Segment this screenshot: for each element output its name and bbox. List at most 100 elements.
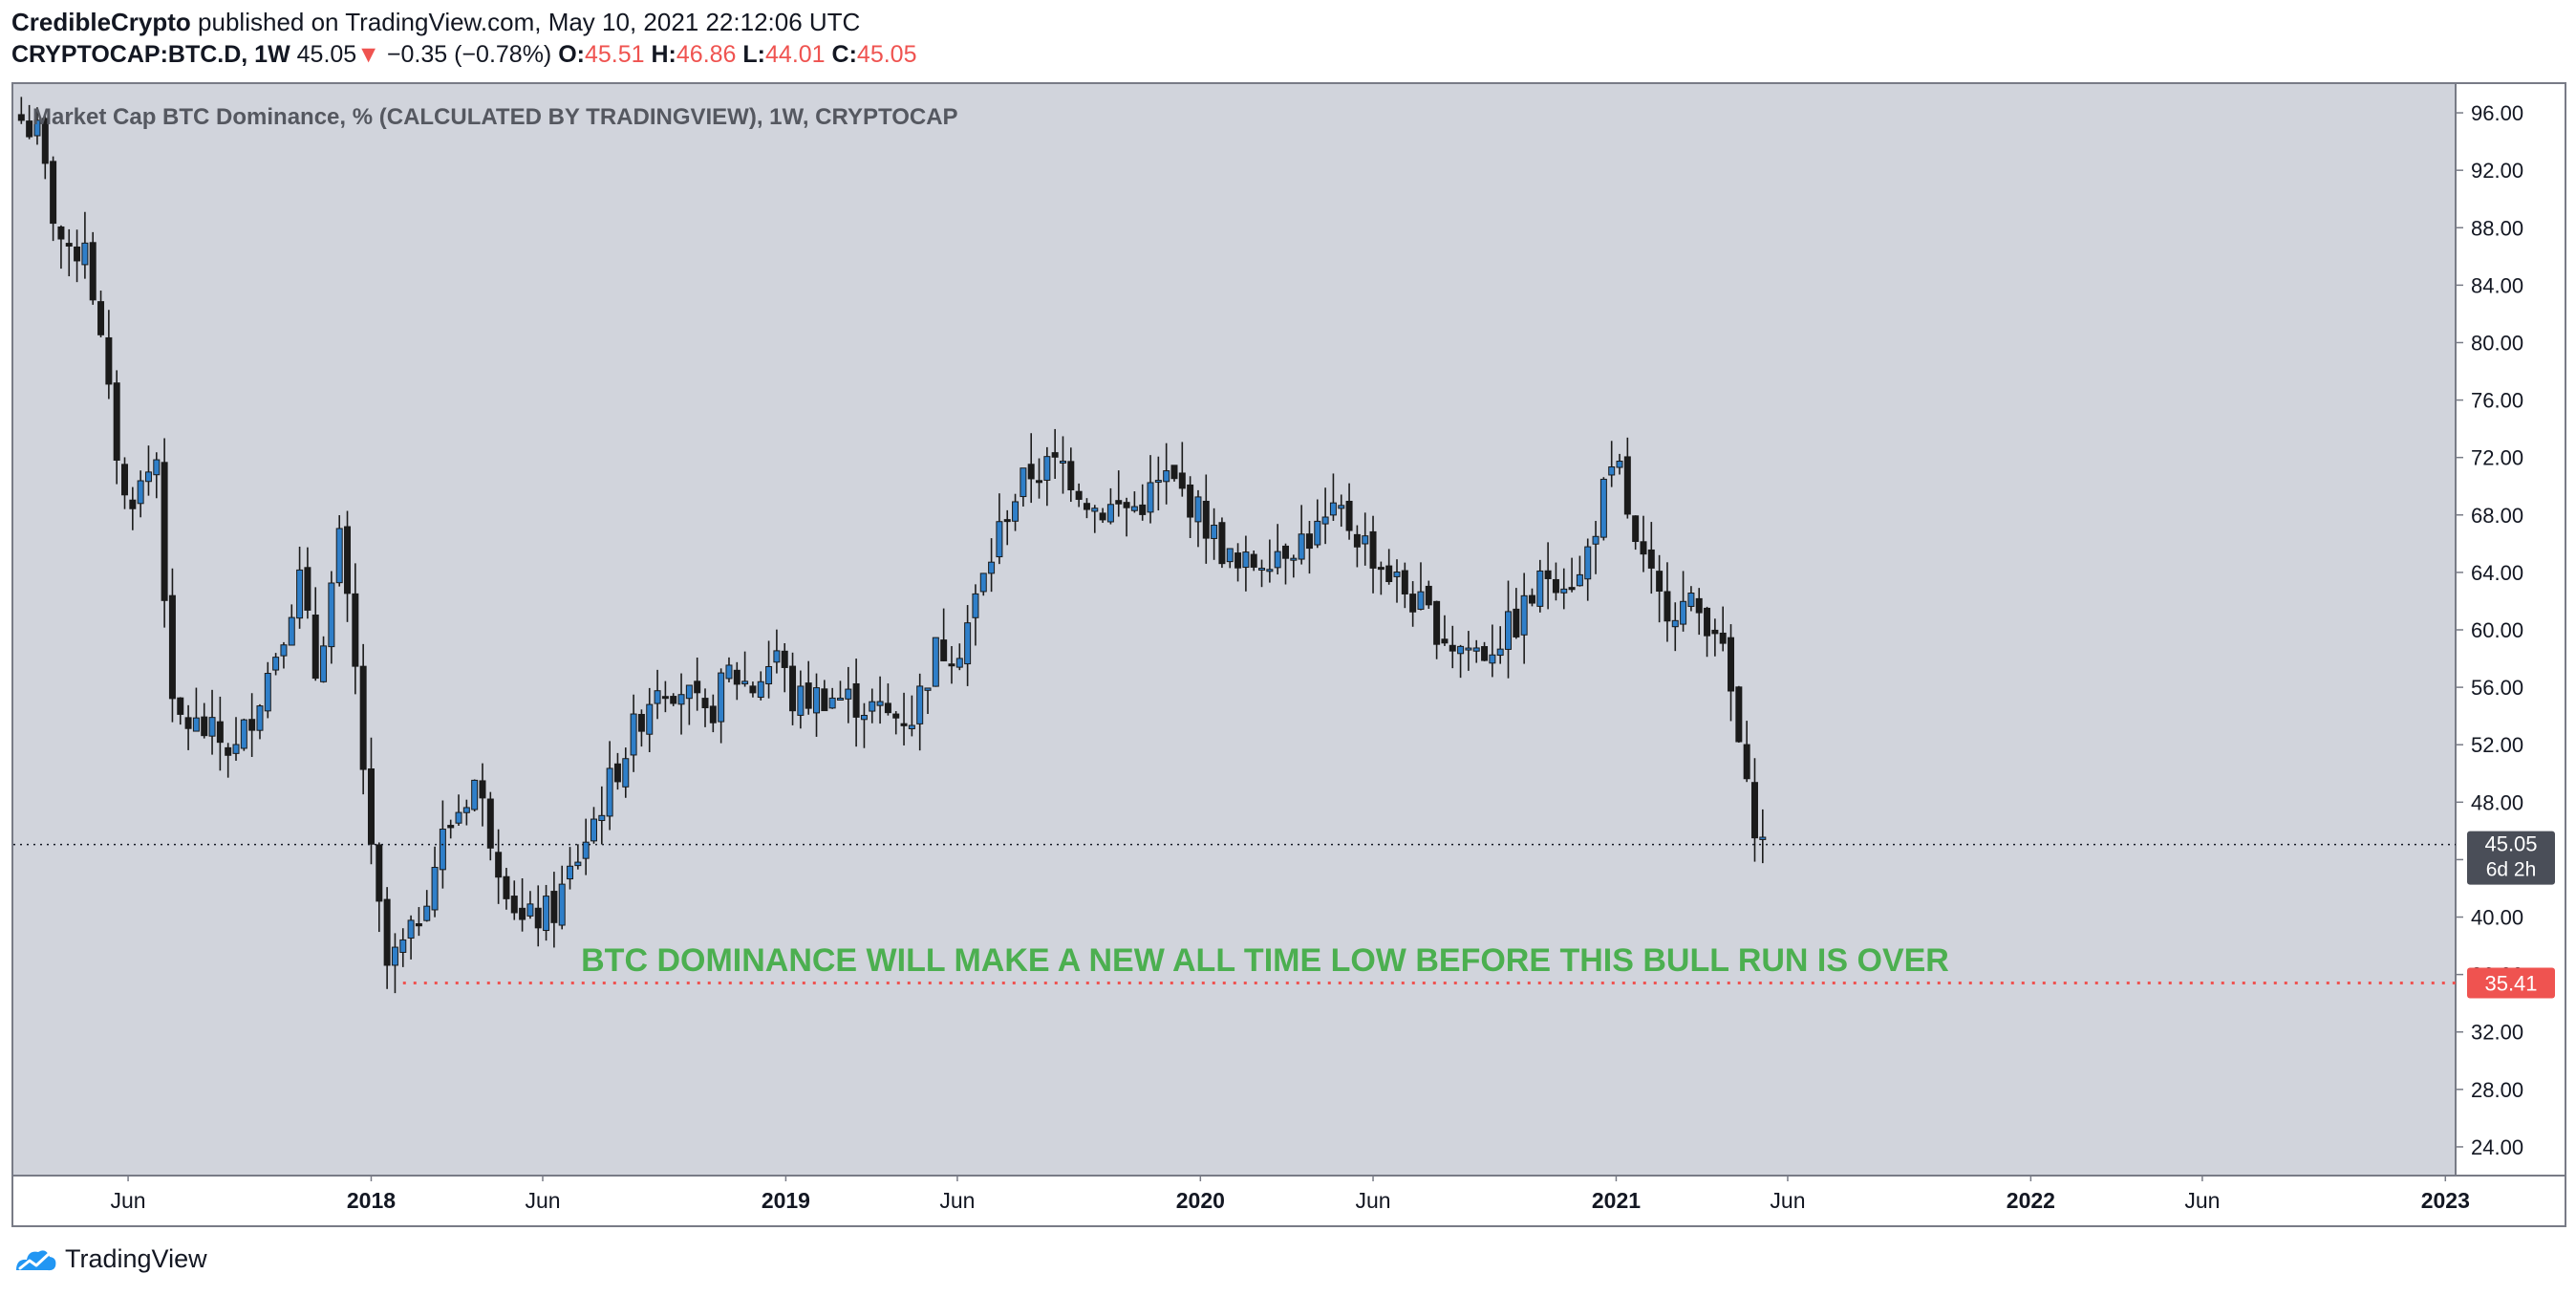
high-value: 46.86: [676, 41, 737, 68]
candle-body: [168, 594, 176, 700]
candle-body: [1059, 460, 1066, 464]
author-name[interactable]: CredibleCrypto: [11, 8, 191, 36]
candle-body: [57, 226, 65, 240]
candle-body: [1202, 500, 1210, 539]
candle-body: [17, 114, 25, 121]
x-tick-label: Jun: [525, 1188, 560, 1213]
chart-container[interactable]: 96.00 92.00 88.00 84.00 80.00 76.00 72.00 68.00…: [11, 82, 2566, 1227]
candle-body: [225, 746, 232, 756]
candle-body: [519, 907, 526, 920]
candle-body: [415, 923, 422, 927]
candle-body: [1664, 591, 1671, 622]
candle-body: [1377, 567, 1385, 571]
candle-body: [1401, 570, 1408, 594]
x-tick-label: Jun: [1355, 1188, 1390, 1213]
candle-body: [208, 717, 216, 737]
candle-body: [1130, 506, 1138, 511]
price-chart[interactable]: 96.00 92.00 88.00 84.00 80.00 76.00 72.00 68.00…: [13, 84, 2565, 1225]
candle-body: [383, 898, 391, 966]
symbol-label[interactable]: CRYPTOCAP:BTC.D, 1W: [11, 41, 290, 68]
candle-body: [1465, 647, 1472, 651]
candle-body: [1003, 519, 1011, 523]
high-label: H:: [651, 41, 676, 68]
candle-body: [1234, 552, 1242, 569]
candle-body: [1568, 587, 1576, 591]
candle-body: [431, 867, 439, 911]
candle-body: [869, 701, 876, 712]
candle-body: [996, 521, 1003, 558]
candle-body: [1608, 466, 1616, 476]
candle-body: [1599, 478, 1607, 538]
x-tick-label: 2022: [2007, 1188, 2055, 1213]
candle-body: [1623, 456, 1631, 515]
candle-body: [335, 528, 343, 584]
candle-body: [630, 713, 637, 756]
tradingview-cloud-icon: [16, 1249, 56, 1270]
y-tick-label: 52.00: [2471, 733, 2523, 757]
tradingview-logo[interactable]: TradingView: [13, 1244, 207, 1274]
candle-body: [622, 758, 630, 788]
candle-body: [97, 301, 105, 335]
down-arrow-icon: ▼: [356, 41, 380, 68]
plot-area[interactable]: [13, 84, 2456, 1176]
candle-body: [646, 703, 654, 735]
candle-body: [670, 696, 677, 704]
candle-body: [359, 665, 367, 770]
candle-body: [264, 673, 271, 712]
candle-body: [256, 705, 264, 731]
candle-body: [1457, 645, 1465, 655]
candle-body: [1528, 594, 1535, 604]
candle-body: [694, 680, 701, 694]
candle-body: [129, 499, 137, 509]
candle-body: [773, 650, 781, 663]
candle-body: [1345, 500, 1353, 531]
candle-body: [1481, 646, 1489, 661]
candle-body: [462, 807, 470, 813]
candle-body: [1147, 482, 1154, 513]
candle-body: [685, 684, 693, 700]
candle-body: [248, 719, 256, 731]
time-axis[interactable]: [13, 1176, 2565, 1225]
candle-body: [1353, 533, 1361, 548]
candle-body: [828, 697, 836, 709]
candle-body: [74, 246, 81, 262]
candle-body: [33, 119, 41, 137]
candle-body: [1417, 591, 1425, 610]
candle-body: [1472, 647, 1480, 652]
candle-body: [41, 118, 49, 164]
candle-body: [908, 724, 915, 729]
close-value: 45.05: [856, 41, 917, 68]
candle-body: [654, 690, 661, 704]
candle-body: [543, 896, 550, 932]
candle-body: [1520, 594, 1528, 636]
candle-body: [288, 616, 295, 646]
candle-body: [1115, 500, 1123, 505]
candle-body: [1036, 480, 1043, 484]
candle-body: [65, 243, 73, 247]
candle-body: [50, 161, 57, 225]
open-value: 45.51: [584, 41, 645, 68]
y-tick-label: 80.00: [2471, 331, 2523, 355]
candle-body: [1305, 533, 1313, 550]
candle-body: [1750, 782, 1758, 839]
candle-body: [1536, 570, 1544, 607]
x-tick-label: 2023: [2421, 1188, 2470, 1213]
candle-body: [1505, 611, 1513, 650]
candle-body: [1154, 480, 1162, 484]
candle-body: [1362, 535, 1369, 545]
last-price-label: 45.05 6d 2h: [2467, 831, 2555, 885]
candle-body: [892, 713, 900, 719]
candle-body: [582, 841, 590, 859]
candle-body: [1282, 545, 1289, 559]
candle-body: [1369, 530, 1377, 569]
candle-body: [1321, 516, 1329, 525]
candle-body: [1170, 464, 1178, 480]
candle-body: [964, 622, 972, 665]
candle-body: [161, 462, 168, 601]
low-label: L:: [742, 41, 766, 68]
countdown-label: 6d 2h: [2486, 859, 2537, 881]
candle-body: [1385, 565, 1393, 583]
candle-body: [781, 650, 788, 668]
candle-body: [216, 721, 224, 744]
publication-line: CredibleCrypto published on TradingView.…: [11, 6, 860, 38]
